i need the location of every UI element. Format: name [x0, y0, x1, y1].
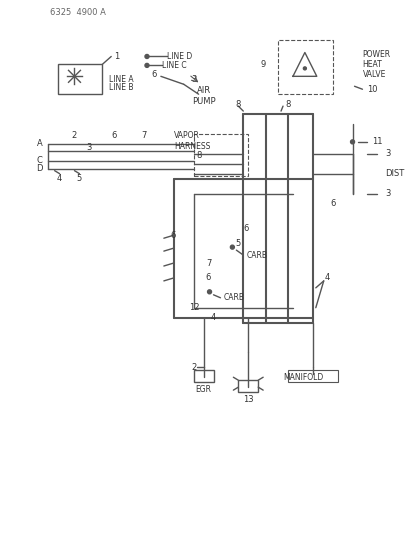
- Text: 6325  4900 A: 6325 4900 A: [50, 9, 106, 17]
- Text: 8: 8: [285, 100, 290, 109]
- Text: 1: 1: [115, 52, 120, 61]
- Text: 5: 5: [77, 174, 82, 183]
- Text: 8: 8: [236, 100, 241, 109]
- Circle shape: [145, 54, 149, 59]
- Text: A: A: [37, 139, 42, 148]
- Bar: [58, 64, 102, 94]
- Text: 5: 5: [236, 239, 241, 248]
- Text: 13: 13: [243, 394, 254, 403]
- Text: 7: 7: [141, 132, 147, 140]
- Text: 6: 6: [111, 132, 117, 140]
- Text: 11: 11: [373, 138, 383, 147]
- Circle shape: [145, 63, 149, 67]
- Text: 3: 3: [385, 149, 391, 158]
- Bar: [194, 134, 248, 176]
- Text: 6: 6: [330, 199, 335, 208]
- Text: 6: 6: [206, 273, 211, 282]
- Text: CARB: CARB: [246, 251, 267, 260]
- Text: C: C: [37, 156, 43, 165]
- Text: LINE B: LINE B: [109, 83, 134, 92]
- Bar: [238, 380, 258, 392]
- Text: 9: 9: [261, 60, 266, 69]
- Text: 3: 3: [385, 189, 391, 198]
- Text: 4: 4: [211, 313, 216, 322]
- Text: 6: 6: [151, 70, 157, 79]
- Text: 2: 2: [191, 363, 196, 372]
- Text: 7: 7: [206, 259, 211, 268]
- Text: AIR
PUMP: AIR PUMP: [192, 86, 215, 106]
- Text: VAPOR
HARNESS: VAPOR HARNESS: [174, 131, 210, 151]
- Text: 3: 3: [86, 143, 92, 152]
- Text: 6: 6: [170, 231, 175, 240]
- Text: 4: 4: [325, 273, 330, 282]
- Text: DIST: DIST: [385, 169, 405, 178]
- Text: 12: 12: [189, 303, 200, 312]
- Text: LINE A: LINE A: [109, 75, 134, 84]
- Text: POWER
HEAT
VALVE: POWER HEAT VALVE: [362, 50, 390, 79]
- Text: LINE D: LINE D: [167, 52, 192, 61]
- Bar: [288, 370, 338, 382]
- Bar: [278, 39, 333, 94]
- Circle shape: [208, 290, 211, 294]
- Text: D: D: [36, 164, 43, 173]
- Circle shape: [350, 140, 355, 144]
- Text: 2: 2: [72, 132, 77, 140]
- Bar: [194, 370, 213, 382]
- Text: MANIFOLD: MANIFOLD: [283, 373, 323, 382]
- Circle shape: [304, 67, 306, 70]
- Text: 10: 10: [368, 85, 378, 94]
- Text: CARB: CARB: [224, 293, 244, 302]
- Circle shape: [231, 245, 234, 249]
- Text: 8: 8: [196, 151, 201, 160]
- Text: EGR: EGR: [195, 385, 212, 394]
- Text: 3: 3: [191, 75, 196, 84]
- Text: LINE C: LINE C: [162, 61, 186, 70]
- Text: 6: 6: [244, 224, 249, 233]
- Text: 4: 4: [57, 174, 62, 183]
